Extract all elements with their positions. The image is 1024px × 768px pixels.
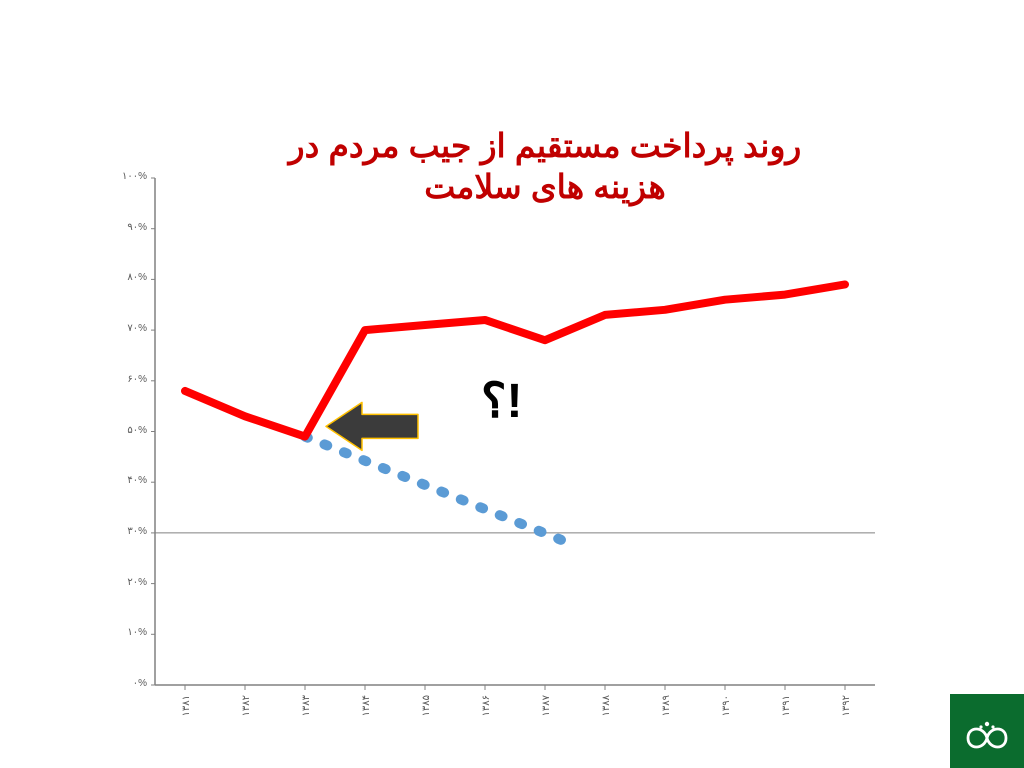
y-tick-label: ۹۰% [107, 222, 147, 233]
x-tick-label: ۱۳۹۲ [841, 695, 852, 716]
chart-title-line2: هزینه های سلامت [215, 166, 875, 207]
chart-container: روند پرداخت مستقیم از جیب مردم در هزینه … [0, 0, 1024, 768]
y-tick-label: ۱۰% [107, 627, 147, 638]
x-tick-label: ۱۳۹۱ [781, 695, 792, 716]
x-tick-label: ۱۳۸۹ [661, 695, 672, 716]
y-tick-label: ۴۰% [107, 475, 147, 486]
chart-title-line1: روند پرداخت مستقیم از جیب مردم در [215, 125, 875, 166]
y-tick-label: ۰% [107, 678, 147, 689]
y-tick-label: ۱۰۰% [107, 171, 147, 182]
y-tick-label: ۵۰% [107, 425, 147, 436]
x-tick-label: ۱۳۹۰ [721, 695, 732, 716]
x-tick-label: ۱۳۸۱ [181, 695, 192, 716]
x-tick-label: ۱۳۸۲ [241, 695, 252, 716]
x-tick-label: ۱۳۸۶ [481, 695, 492, 716]
x-tick-label: ۱۳۸۴ [361, 695, 372, 716]
x-tick-label: ۱۳۸۷ [541, 695, 552, 716]
y-tick-label: ۸۰% [107, 272, 147, 283]
y-tick-label: ۲۰% [107, 577, 147, 588]
logo-icon [950, 694, 1024, 768]
y-tick-label: ۷۰% [107, 323, 147, 334]
x-tick-label: ۱۳۸۳ [301, 695, 312, 716]
x-tick-label: ۱۳۸۵ [421, 695, 432, 716]
logo-box [950, 694, 1024, 768]
x-tick-label: ۱۳۸۸ [601, 695, 612, 716]
annotation-text: !؟ [481, 373, 522, 429]
y-tick-label: ۶۰% [107, 374, 147, 385]
y-tick-label: ۳۰% [107, 526, 147, 537]
chart-title: روند پرداخت مستقیم از جیب مردم در هزینه … [215, 125, 875, 208]
